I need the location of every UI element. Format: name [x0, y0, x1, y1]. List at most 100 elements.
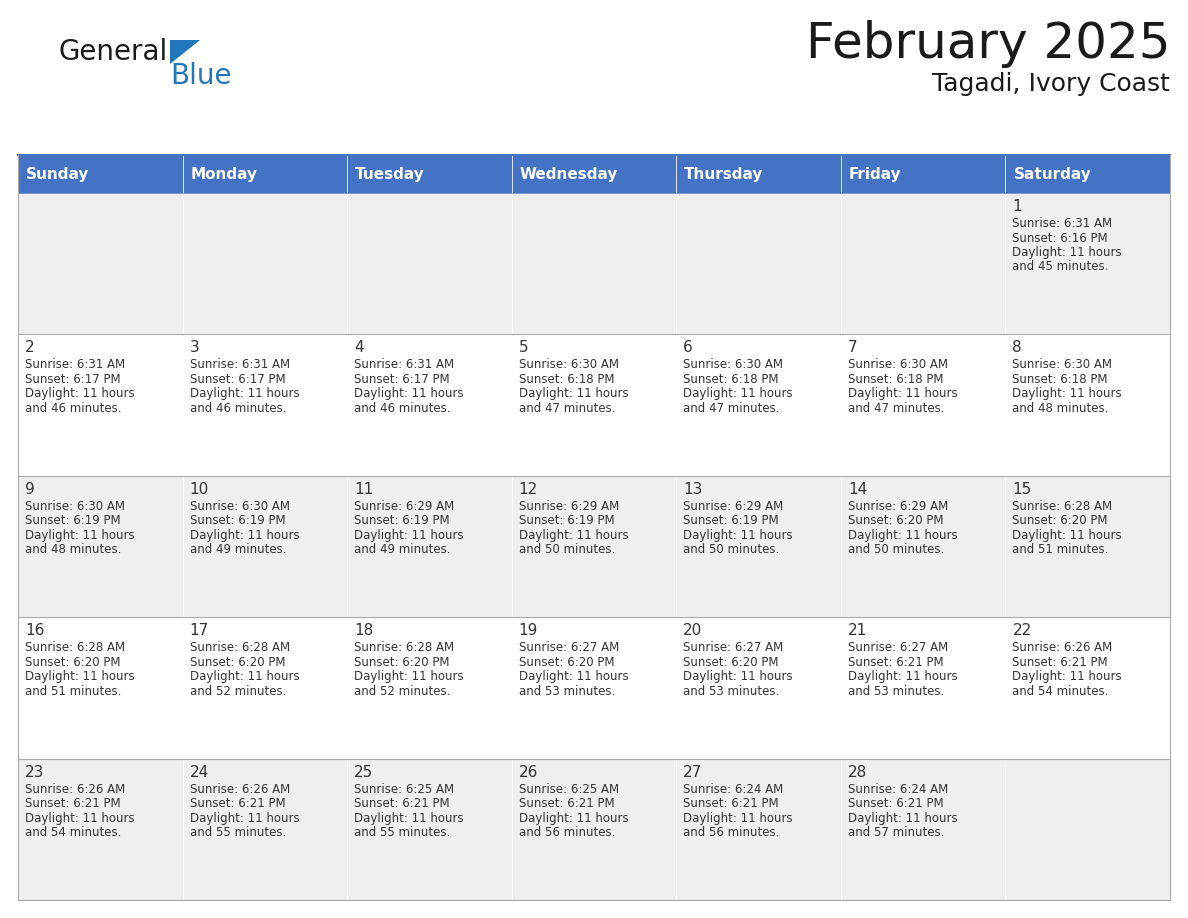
Text: Sunset: 6:20 PM: Sunset: 6:20 PM: [190, 655, 285, 668]
Bar: [183, 476, 347, 617]
Text: Daylight: 11 hours: Daylight: 11 hours: [190, 529, 299, 542]
Text: Sunday: Sunday: [26, 166, 89, 182]
Text: Daylight: 11 hours: Daylight: 11 hours: [683, 670, 792, 683]
Bar: [512, 155, 676, 193]
Bar: [512, 758, 676, 900]
Text: Sunrise: 6:24 AM: Sunrise: 6:24 AM: [683, 783, 784, 796]
Text: Sunrise: 6:30 AM: Sunrise: 6:30 AM: [848, 358, 948, 372]
Text: and 46 minutes.: and 46 minutes.: [354, 402, 450, 415]
Bar: [347, 193, 512, 334]
Text: Daylight: 11 hours: Daylight: 11 hours: [1012, 246, 1121, 259]
Text: 6: 6: [683, 341, 693, 355]
Text: 25: 25: [354, 765, 373, 779]
Text: Sunset: 6:21 PM: Sunset: 6:21 PM: [519, 797, 614, 810]
Text: Tagadi, Ivory Coast: Tagadi, Ivory Coast: [933, 72, 1170, 96]
Text: 22: 22: [1012, 623, 1031, 638]
Text: Sunset: 6:21 PM: Sunset: 6:21 PM: [848, 797, 943, 810]
Bar: [512, 193, 676, 334]
Bar: [841, 193, 1005, 334]
Text: and 49 minutes.: and 49 minutes.: [354, 543, 450, 556]
Text: and 49 minutes.: and 49 minutes.: [190, 543, 286, 556]
Text: and 48 minutes.: and 48 minutes.: [1012, 402, 1108, 415]
Bar: [183, 334, 347, 476]
Text: and 56 minutes.: and 56 minutes.: [683, 826, 779, 839]
Text: Daylight: 11 hours: Daylight: 11 hours: [354, 529, 463, 542]
Bar: [18, 476, 183, 617]
Text: Sunrise: 6:24 AM: Sunrise: 6:24 AM: [848, 783, 948, 796]
Text: Sunset: 6:19 PM: Sunset: 6:19 PM: [25, 514, 121, 527]
Text: Daylight: 11 hours: Daylight: 11 hours: [354, 812, 463, 824]
Bar: [183, 617, 347, 758]
Text: Daylight: 11 hours: Daylight: 11 hours: [25, 387, 134, 400]
Text: Sunset: 6:21 PM: Sunset: 6:21 PM: [190, 797, 285, 810]
Text: and 52 minutes.: and 52 minutes.: [354, 685, 450, 698]
Text: and 53 minutes.: and 53 minutes.: [848, 685, 944, 698]
Text: Sunset: 6:21 PM: Sunset: 6:21 PM: [25, 797, 121, 810]
Text: 27: 27: [683, 765, 702, 779]
Text: 8: 8: [1012, 341, 1022, 355]
Bar: [676, 758, 841, 900]
Text: 4: 4: [354, 341, 364, 355]
Bar: [347, 617, 512, 758]
Text: Sunset: 6:19 PM: Sunset: 6:19 PM: [683, 514, 779, 527]
Text: Daylight: 11 hours: Daylight: 11 hours: [848, 387, 958, 400]
Text: and 46 minutes.: and 46 minutes.: [25, 402, 121, 415]
Text: and 54 minutes.: and 54 minutes.: [1012, 685, 1108, 698]
Text: Sunset: 6:19 PM: Sunset: 6:19 PM: [190, 514, 285, 527]
Bar: [841, 476, 1005, 617]
Text: General: General: [58, 38, 168, 66]
Text: 21: 21: [848, 623, 867, 638]
Text: Sunset: 6:17 PM: Sunset: 6:17 PM: [25, 373, 121, 386]
Text: 3: 3: [190, 341, 200, 355]
Polygon shape: [170, 40, 200, 64]
Text: Sunrise: 6:31 AM: Sunrise: 6:31 AM: [25, 358, 125, 372]
Text: Friday: Friday: [849, 166, 902, 182]
Text: 15: 15: [1012, 482, 1031, 497]
Bar: [347, 758, 512, 900]
Text: Daylight: 11 hours: Daylight: 11 hours: [190, 812, 299, 824]
Bar: [18, 758, 183, 900]
Text: 18: 18: [354, 623, 373, 638]
Text: Sunset: 6:21 PM: Sunset: 6:21 PM: [354, 797, 450, 810]
Text: and 51 minutes.: and 51 minutes.: [25, 685, 121, 698]
Text: 28: 28: [848, 765, 867, 779]
Text: and 47 minutes.: and 47 minutes.: [683, 402, 779, 415]
Text: 11: 11: [354, 482, 373, 497]
Bar: [676, 155, 841, 193]
Text: Thursday: Thursday: [684, 166, 764, 182]
Text: Sunrise: 6:29 AM: Sunrise: 6:29 AM: [354, 499, 454, 513]
Text: 13: 13: [683, 482, 702, 497]
Text: Sunset: 6:17 PM: Sunset: 6:17 PM: [354, 373, 450, 386]
Text: Sunset: 6:20 PM: Sunset: 6:20 PM: [683, 655, 779, 668]
Text: Sunrise: 6:28 AM: Sunrise: 6:28 AM: [354, 641, 454, 655]
Text: and 50 minutes.: and 50 minutes.: [848, 543, 944, 556]
Bar: [347, 476, 512, 617]
Text: Sunset: 6:17 PM: Sunset: 6:17 PM: [190, 373, 285, 386]
Text: 1: 1: [1012, 199, 1022, 214]
Text: Sunrise: 6:30 AM: Sunrise: 6:30 AM: [519, 358, 619, 372]
Text: Sunrise: 6:29 AM: Sunrise: 6:29 AM: [519, 499, 619, 513]
Text: and 50 minutes.: and 50 minutes.: [519, 543, 615, 556]
Text: Daylight: 11 hours: Daylight: 11 hours: [519, 670, 628, 683]
Text: Daylight: 11 hours: Daylight: 11 hours: [25, 812, 134, 824]
Bar: [347, 334, 512, 476]
Text: February 2025: February 2025: [805, 20, 1170, 68]
Text: Monday: Monday: [190, 166, 258, 182]
Text: and 50 minutes.: and 50 minutes.: [683, 543, 779, 556]
Text: Daylight: 11 hours: Daylight: 11 hours: [848, 812, 958, 824]
Bar: [841, 155, 1005, 193]
Text: Sunrise: 6:27 AM: Sunrise: 6:27 AM: [519, 641, 619, 655]
Bar: [18, 155, 183, 193]
Bar: [512, 617, 676, 758]
Bar: [183, 758, 347, 900]
Text: Sunset: 6:21 PM: Sunset: 6:21 PM: [683, 797, 779, 810]
Text: Sunrise: 6:25 AM: Sunrise: 6:25 AM: [354, 783, 454, 796]
Text: Sunset: 6:19 PM: Sunset: 6:19 PM: [354, 514, 450, 527]
Text: 2: 2: [25, 341, 34, 355]
Text: 23: 23: [25, 765, 44, 779]
Text: and 56 minutes.: and 56 minutes.: [519, 826, 615, 839]
Text: Sunset: 6:21 PM: Sunset: 6:21 PM: [1012, 655, 1108, 668]
Text: 7: 7: [848, 341, 858, 355]
Bar: [1005, 617, 1170, 758]
Text: Daylight: 11 hours: Daylight: 11 hours: [190, 387, 299, 400]
